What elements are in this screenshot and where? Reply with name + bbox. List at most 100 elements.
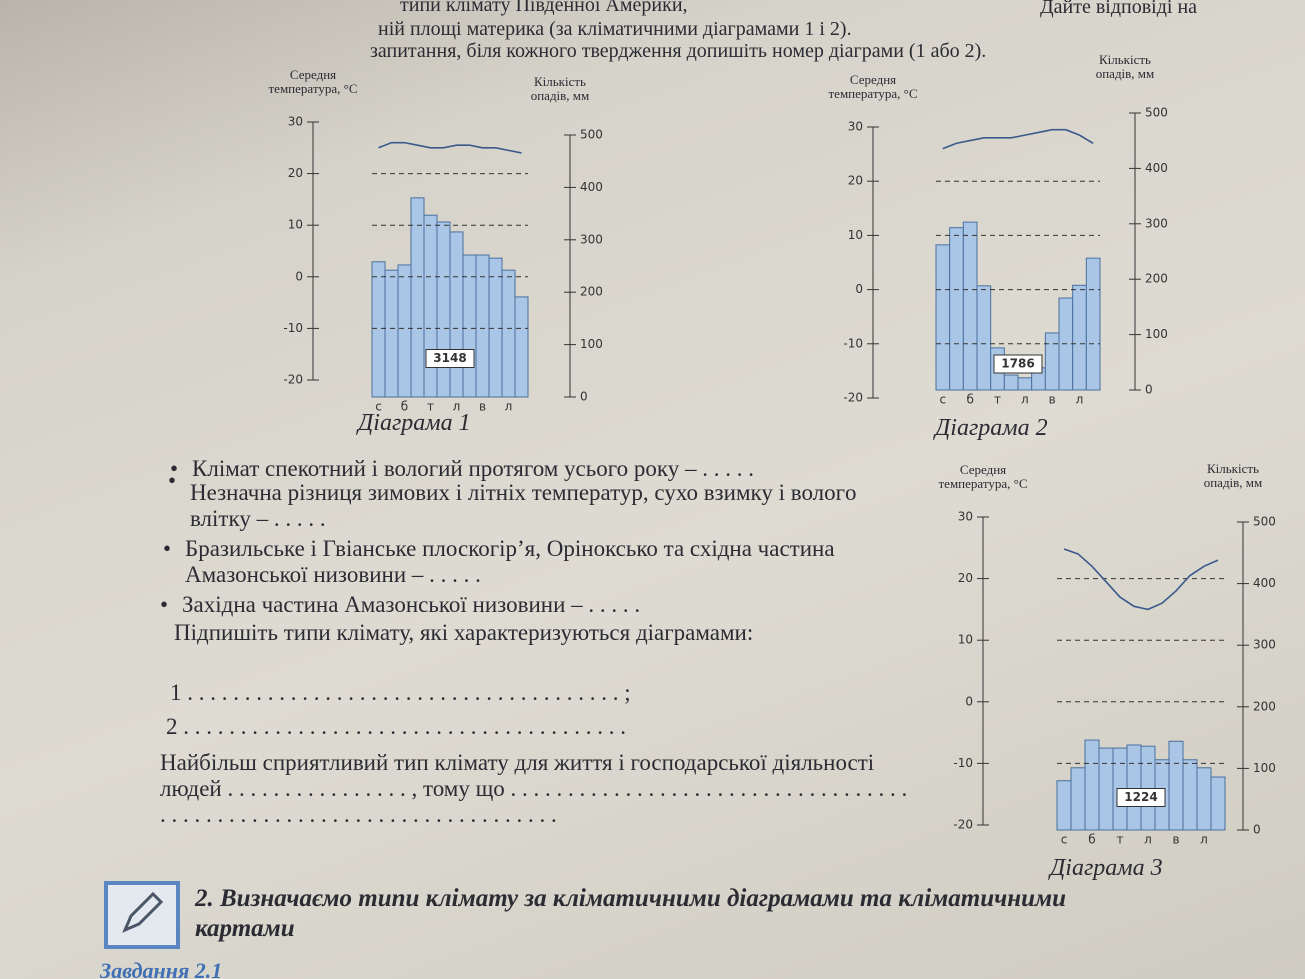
y2-tick-label: 500 xyxy=(1253,515,1276,529)
y-tick-label: 20 xyxy=(848,174,863,188)
x-tick-label: с xyxy=(1061,833,1068,847)
temperature-line xyxy=(378,141,522,154)
temperature-line xyxy=(1063,548,1219,611)
y2-tick-label: 300 xyxy=(1253,638,1276,652)
x-tick-label: в xyxy=(479,400,486,414)
header-line: запитання, біля кожного твердження допиш… xyxy=(370,40,987,62)
y-tick-label: 0 xyxy=(855,282,863,296)
bar xyxy=(976,285,992,391)
y-axis-label: Середня температура, °C xyxy=(828,72,918,101)
y2-tick-label: 300 xyxy=(580,232,603,246)
y2-tick-label: 400 xyxy=(580,180,603,194)
bar xyxy=(397,264,412,398)
y2-tick-label: 0 xyxy=(580,390,588,404)
y-tick-label: 10 xyxy=(848,228,863,242)
y2-tick-label: 200 xyxy=(1145,272,1168,286)
bar xyxy=(1070,767,1086,831)
y2-tick-label: 500 xyxy=(1145,106,1168,120)
total-box xyxy=(993,354,1043,374)
question-text: Незначна різниця зимових і літніх темпер… xyxy=(190,480,857,531)
y2-tick-label: 300 xyxy=(1145,216,1168,230)
bar xyxy=(371,261,386,398)
x-tick-label: л xyxy=(505,400,513,414)
x-tick-label: л xyxy=(1076,393,1084,407)
x-tick-label: т xyxy=(427,400,434,414)
bar xyxy=(436,221,451,398)
y2-tick-label: 100 xyxy=(580,337,603,351)
bar xyxy=(1072,284,1087,391)
y2-tick-label: 500 xyxy=(580,128,603,142)
bar xyxy=(1003,374,1019,391)
bar xyxy=(449,231,464,398)
question: Незначна різниця зимових і літніх темпер… xyxy=(168,468,930,532)
y-axis-label: Середня температура, °C xyxy=(268,67,358,96)
bar xyxy=(1168,740,1184,831)
answer-line: 2 . . . . . . . . . . . . . . . . . . . … xyxy=(166,714,626,739)
bar xyxy=(462,254,477,398)
bar xyxy=(949,227,964,391)
bar xyxy=(501,269,516,398)
y-tick-label: 30 xyxy=(288,115,303,129)
total-label: 1786 xyxy=(1001,357,1034,371)
total-box xyxy=(1116,788,1166,807)
y2-tick-label: 0 xyxy=(1145,383,1153,397)
y-tick-label: 10 xyxy=(288,218,303,232)
total-label: 1224 xyxy=(1124,790,1157,804)
bar xyxy=(1017,377,1033,391)
y2-axis-label: Кількість опадів, мм xyxy=(1095,52,1155,81)
y-tick-label: 30 xyxy=(848,120,863,134)
header-line: Дайте відповіді на xyxy=(1040,0,1198,18)
chart-caption: Діаграма 3 xyxy=(1050,855,1163,881)
question: Найбільш сприятливий тип клімату для жит… xyxy=(160,750,910,880)
y-tick-label: -10 xyxy=(953,756,973,770)
y-tick-label: -20 xyxy=(843,391,863,405)
bar xyxy=(488,257,503,398)
x-tick-label: л xyxy=(1200,833,1208,847)
task-text: Підпишіть типи клімату, які характеризую… xyxy=(174,620,754,645)
y-tick-label: 30 xyxy=(958,510,973,524)
x-tick-label: в xyxy=(1172,833,1179,847)
x-tick-label: л xyxy=(1021,393,1029,407)
y-tick-label: 20 xyxy=(958,571,973,585)
x-tick-label: б xyxy=(401,400,408,414)
bar xyxy=(1085,257,1101,391)
y-tick-label: 10 xyxy=(958,633,973,647)
bar xyxy=(1056,780,1072,831)
bar xyxy=(1098,747,1114,831)
y2-axis-label: Кількість опадів, мм xyxy=(1203,461,1263,490)
x-tick-label: б xyxy=(1088,833,1095,847)
y-tick-label: -10 xyxy=(843,336,863,350)
bar xyxy=(962,221,978,391)
total-box xyxy=(425,349,475,368)
y-tick-label: -10 xyxy=(283,321,303,335)
y2-tick-label: 0 xyxy=(1253,823,1261,837)
y-tick-label: -20 xyxy=(953,818,973,832)
y2-tick-label: 100 xyxy=(1145,327,1168,341)
x-tick-label: т xyxy=(1117,833,1124,847)
x-tick-label: в xyxy=(1049,393,1056,407)
y2-tick-label: 200 xyxy=(580,285,603,299)
y2-tick-label: 400 xyxy=(1145,161,1168,175)
section-title: 2. Визначаємо типи клімату за кліматични… xyxy=(195,885,1067,942)
y2-tick-label: 400 xyxy=(1253,576,1276,590)
section-task: Завдання 2.1 xyxy=(100,958,223,979)
bar xyxy=(1182,759,1198,831)
y-axis-label: Середня температура, °C xyxy=(938,462,1028,491)
bar xyxy=(1210,776,1226,831)
y-tick-label: 20 xyxy=(288,166,303,180)
bar xyxy=(475,254,490,398)
y2-tick-label: 100 xyxy=(1253,761,1276,775)
bar xyxy=(384,269,399,398)
chart-caption: Діаграма 1 xyxy=(358,410,471,436)
total-label: 3148 xyxy=(433,351,466,365)
y-tick-label: 0 xyxy=(295,269,303,283)
y2-axis-label: Кількість опадів, мм xyxy=(530,74,590,103)
bar xyxy=(410,197,425,398)
temperature-line xyxy=(942,128,1094,150)
x-tick-label: т xyxy=(994,393,1001,407)
header-line: типи клімату Південної Америки, xyxy=(400,0,688,16)
x-tick-label: с xyxy=(940,393,947,407)
x-tick-label: л xyxy=(453,400,461,414)
bar xyxy=(514,296,529,398)
